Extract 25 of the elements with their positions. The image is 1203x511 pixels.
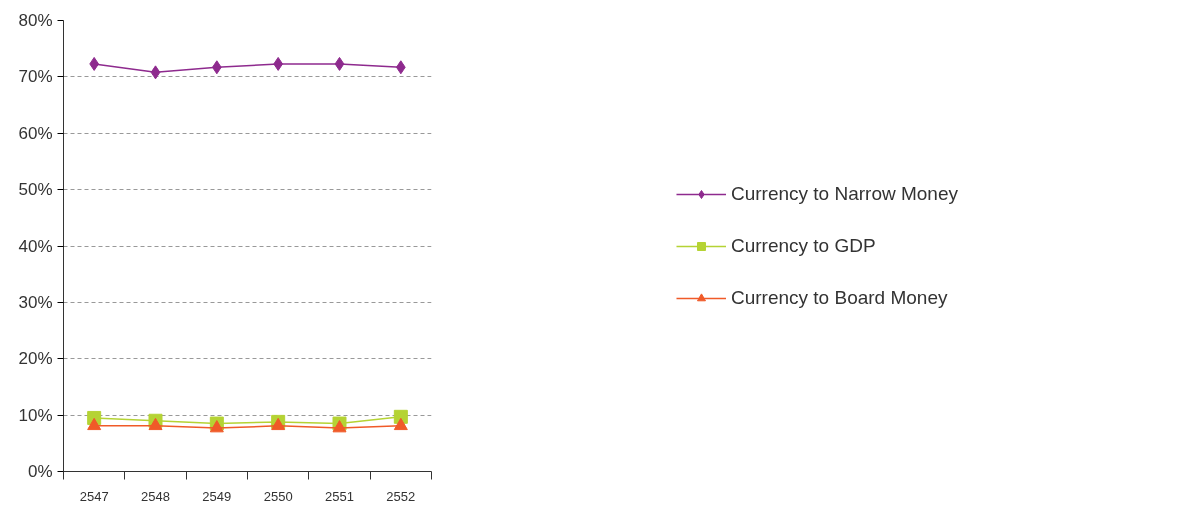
y-tick-label: 80%: [18, 11, 53, 30]
x-tick-label: 2552: [386, 488, 416, 504]
x-tick-label: 2548: [141, 488, 170, 504]
point: [209, 420, 224, 433]
point: [87, 417, 102, 431]
y-tick-label: 70%: [18, 67, 53, 87]
legend-label: Currency to Board Money: [730, 286, 948, 309]
legend-label: Currency to Narrow Money: [730, 182, 959, 205]
x-tick-label: 2551: [325, 488, 354, 504]
y-tick-label: 60%: [18, 123, 53, 143]
point: [332, 420, 347, 433]
y-tick-label: 10%: [18, 405, 53, 425]
y-tick-label: 40%: [18, 236, 53, 256]
x-tick-label: 2549: [202, 488, 232, 504]
point: [148, 417, 163, 431]
x-tick-label: 2550: [263, 488, 293, 504]
y-tick-label: 20%: [18, 349, 53, 369]
y-tick-label: 50%: [18, 180, 53, 200]
point: [334, 56, 345, 71]
y-tick-label: 0%: [27, 462, 53, 481]
point: [393, 417, 408, 431]
y-tick-label: 30%: [18, 292, 53, 312]
x-tick-label: 2547: [79, 488, 109, 504]
legend-label: Currency to GDP: [730, 234, 876, 257]
point: [150, 65, 161, 80]
